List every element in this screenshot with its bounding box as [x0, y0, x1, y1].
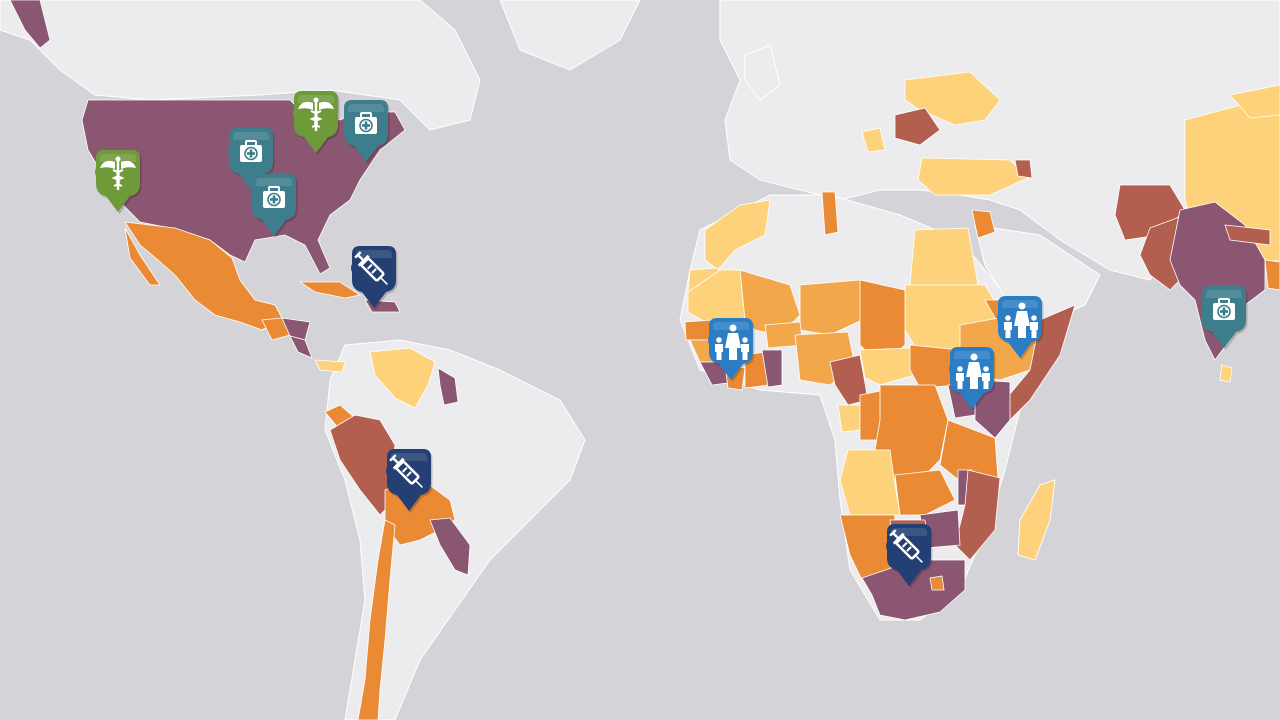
marker-family-east-africa[interactable]: [949, 347, 996, 411]
region-tunisia: [821, 191, 839, 236]
family-icon: [1004, 302, 1038, 338]
marker-highlight: [1206, 290, 1242, 298]
region-angola: [839, 449, 901, 516]
marker-vaccine-haiti[interactable]: [351, 246, 398, 310]
medical-kit-icon: [355, 112, 377, 134]
medical-kit-icon: [263, 186, 285, 208]
region-croatia: [861, 127, 886, 153]
region-alaska: [9, 0, 51, 49]
marker-medkit-india[interactable]: [1201, 286, 1248, 350]
marker-caduceus-california[interactable]: [95, 150, 142, 214]
region-turkey: [917, 157, 1029, 196]
marker-highlight: [256, 178, 292, 186]
region-ghana: [761, 349, 783, 388]
marker-vaccine-south-africa[interactable]: [886, 524, 933, 588]
region-chile: [357, 519, 396, 720]
region-jordan: [971, 209, 996, 239]
region-somalia: [1004, 304, 1076, 421]
marker-vaccine-bolivia[interactable]: [386, 449, 433, 513]
marker-highlight: [348, 104, 384, 112]
medical-kit-icon: [1213, 298, 1235, 320]
region-panama: [314, 359, 346, 373]
choropleth: [9, 0, 1280, 720]
family-icon: [956, 353, 990, 389]
marker-highlight: [391, 453, 427, 461]
syringe-icon: [354, 251, 389, 286]
syringe-icon: [889, 529, 924, 564]
land-uk: [744, 44, 781, 101]
marker-highlight: [891, 528, 927, 536]
region-morocco: [704, 199, 771, 271]
region-mongolia-top: [1229, 84, 1280, 119]
land-greenland: [499, 0, 641, 71]
region-paraguay: [429, 517, 471, 576]
marker-medkit-us-northeast[interactable]: [343, 100, 390, 164]
region-nepal: [1224, 224, 1271, 246]
region-mozambique: [954, 469, 1001, 561]
marker-medkit-us-south[interactable]: [251, 174, 298, 238]
marker-medkit-us-central[interactable]: [228, 128, 275, 192]
caduceus-icon: [298, 97, 334, 131]
region-madagascar: [1017, 479, 1056, 561]
region-senegal: [684, 319, 713, 341]
region-zambia: [894, 469, 956, 516]
region-bangladesh: [1264, 259, 1280, 291]
region-romania: [894, 107, 941, 146]
medical-kit-icon: [240, 140, 262, 162]
region-venezuela: [369, 347, 436, 409]
region-car: [859, 347, 916, 386]
marker-family-west-africa[interactable]: [708, 318, 755, 382]
region-georgia: [1014, 159, 1033, 179]
marker-highlight: [356, 250, 392, 258]
land-north-america: [0, 0, 481, 131]
region-egypt: [909, 227, 979, 286]
region-gabon: [837, 404, 863, 433]
region-nicaragua: [289, 335, 313, 359]
region-lesotho: [929, 575, 945, 591]
marker-family-ethiopia[interactable]: [997, 296, 1044, 360]
caduceus-icon: [100, 156, 136, 190]
markers: [95, 91, 1248, 588]
family-icon: [715, 324, 749, 360]
region-guyana: [437, 367, 459, 406]
region-cuba: [298, 281, 362, 299]
marker-caduceus-great-lakes[interactable]: [293, 91, 340, 155]
marker-highlight: [233, 132, 269, 140]
region-sri-lanka: [1219, 364, 1233, 383]
region-ukraine: [904, 71, 1001, 126]
region-cameroon: [829, 354, 869, 406]
region-south-sudan: [909, 344, 961, 389]
syringe-icon: [389, 454, 424, 489]
region-baja: [124, 227, 161, 286]
